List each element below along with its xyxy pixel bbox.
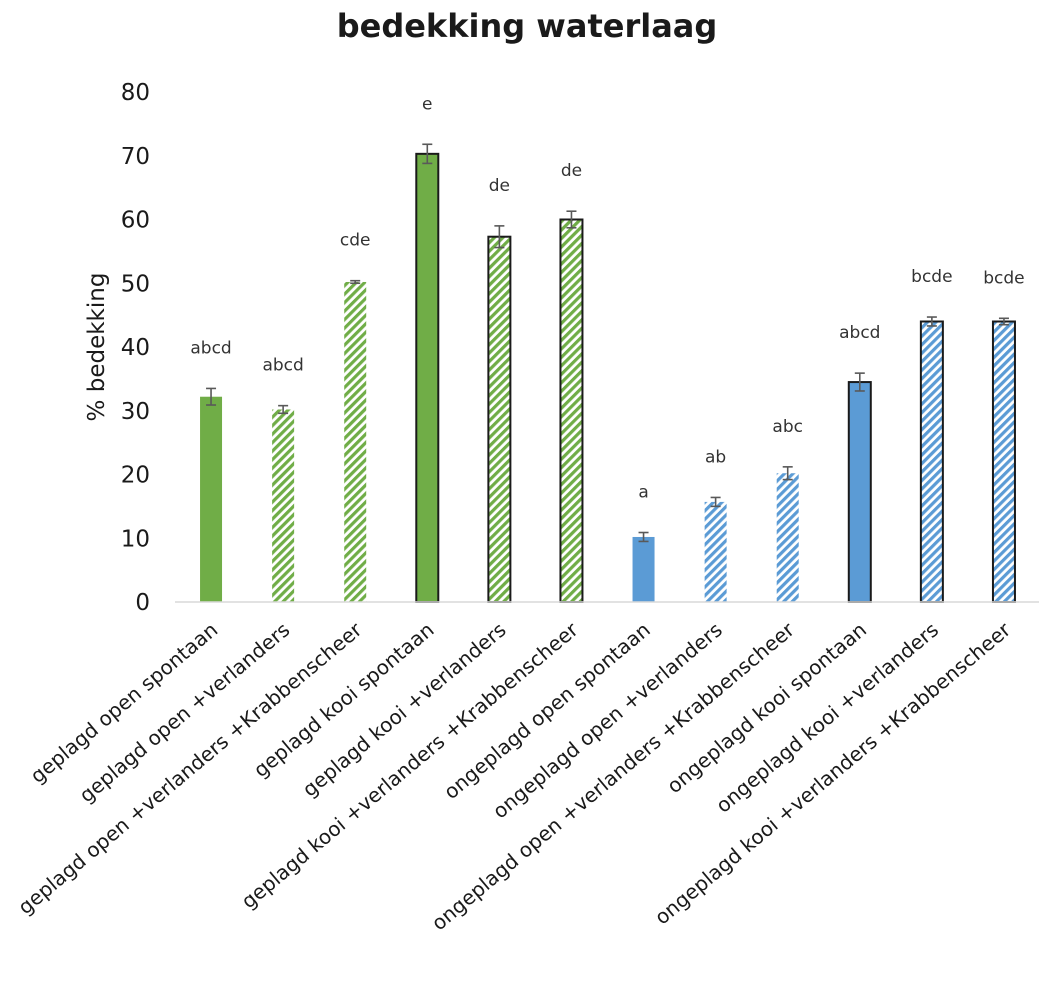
- bar: [847, 381, 872, 603]
- error-bar: [998, 317, 1009, 326]
- bar: [991, 320, 1016, 603]
- bar: [704, 501, 727, 602]
- significance-label: bcde: [983, 268, 1024, 288]
- significance-label: cde: [340, 231, 371, 251]
- y-tick-label: 80: [121, 80, 150, 106]
- bar: [272, 409, 295, 602]
- error-bar: [782, 466, 793, 481]
- error-bar: [422, 143, 433, 165]
- significance-label: abc: [772, 417, 803, 437]
- significance-label: abcd: [262, 356, 303, 376]
- bar: [487, 235, 512, 603]
- y-axis-label: % bedekking: [84, 273, 110, 422]
- significance-label: e: [422, 94, 432, 114]
- bar: [344, 281, 367, 602]
- significance-label: abcd: [190, 338, 231, 358]
- significance-label: ab: [705, 447, 726, 467]
- significance-labels: abcd abcd cde e de de a ab abc abcd bcde bcde: [190, 94, 1024, 502]
- bar: [559, 218, 584, 603]
- error-bar: [206, 387, 217, 406]
- error-bar: [494, 225, 505, 249]
- y-tick-label: 20: [121, 463, 150, 489]
- significance-label: bcde: [911, 267, 952, 287]
- error-bars: [206, 143, 1009, 543]
- error-bar: [278, 404, 289, 415]
- y-tick-label: 70: [121, 144, 150, 170]
- bar: [200, 396, 223, 602]
- chart-title: bedekking waterlaag: [337, 7, 718, 45]
- bar: [919, 320, 944, 603]
- bar: [415, 152, 440, 603]
- bar: [776, 473, 799, 602]
- error-bar: [854, 372, 865, 392]
- significance-label: abcd: [839, 323, 880, 343]
- bars: [200, 152, 1016, 603]
- y-tick-label: 30: [121, 399, 150, 425]
- error-bar: [350, 279, 361, 285]
- error-bar: [638, 531, 649, 543]
- significance-label: de: [489, 176, 510, 196]
- bar: [632, 536, 655, 602]
- error-bar: [710, 496, 721, 508]
- significance-label: de: [561, 161, 582, 181]
- y-tick-label: 50: [121, 271, 150, 297]
- y-tick-label: 60: [121, 208, 150, 234]
- y-tick-label: 0: [135, 590, 150, 616]
- error-bar: [566, 210, 577, 229]
- y-axis-ticks: 0 10 20 30 40 50 60 70 80: [121, 80, 150, 616]
- error-bar: [926, 316, 937, 327]
- y-tick-label: 10: [121, 526, 150, 552]
- significance-label: a: [638, 483, 648, 503]
- x-tick-label: geplagd kooi +verlanders +Krabbenscheer: [236, 617, 583, 913]
- y-tick-label: 40: [121, 335, 150, 361]
